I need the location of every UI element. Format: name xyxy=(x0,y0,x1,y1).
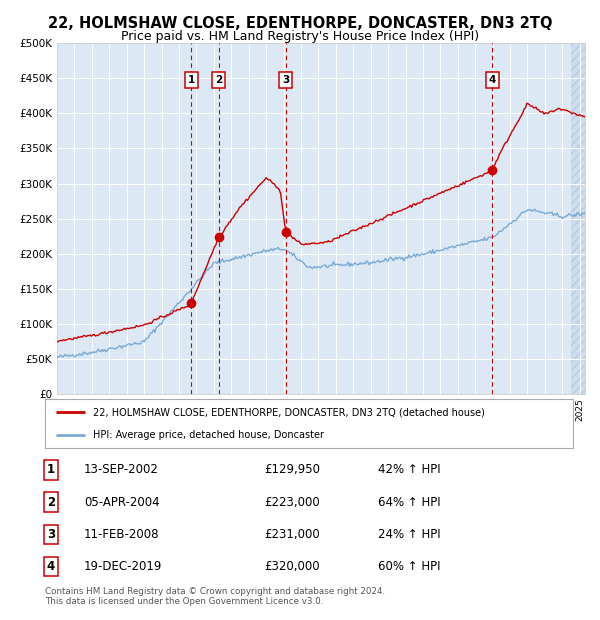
Text: £129,950: £129,950 xyxy=(264,464,320,476)
Text: £231,000: £231,000 xyxy=(264,528,320,541)
Text: 60% ↑ HPI: 60% ↑ HPI xyxy=(378,560,440,573)
Text: 22, HOLMSHAW CLOSE, EDENTHORPE, DONCASTER, DN3 2TQ (detached house): 22, HOLMSHAW CLOSE, EDENTHORPE, DONCASTE… xyxy=(92,407,484,417)
Text: HPI: Average price, detached house, Doncaster: HPI: Average price, detached house, Donc… xyxy=(92,430,323,440)
Text: Contains HM Land Registry data © Crown copyright and database right 2024.
This d: Contains HM Land Registry data © Crown c… xyxy=(45,587,385,606)
Text: 4: 4 xyxy=(488,75,496,85)
Text: 11-FEB-2008: 11-FEB-2008 xyxy=(84,528,160,541)
Text: £320,000: £320,000 xyxy=(264,560,320,573)
Text: Price paid vs. HM Land Registry's House Price Index (HPI): Price paid vs. HM Land Registry's House … xyxy=(121,30,479,43)
Bar xyxy=(571,43,594,394)
Text: 3: 3 xyxy=(282,75,289,85)
Text: 3: 3 xyxy=(47,528,55,541)
Text: 05-APR-2004: 05-APR-2004 xyxy=(84,496,160,508)
Text: 24% ↑ HPI: 24% ↑ HPI xyxy=(378,528,440,541)
Text: 13-SEP-2002: 13-SEP-2002 xyxy=(84,464,159,476)
Text: 19-DEC-2019: 19-DEC-2019 xyxy=(84,560,163,573)
Text: 2: 2 xyxy=(47,496,55,508)
Text: 42% ↑ HPI: 42% ↑ HPI xyxy=(378,464,440,476)
Text: 22, HOLMSHAW CLOSE, EDENTHORPE, DONCASTER, DN3 2TQ: 22, HOLMSHAW CLOSE, EDENTHORPE, DONCASTE… xyxy=(48,16,552,30)
Text: 64% ↑ HPI: 64% ↑ HPI xyxy=(378,496,440,508)
Text: 1: 1 xyxy=(188,75,195,85)
Text: 2: 2 xyxy=(215,75,222,85)
Text: £223,000: £223,000 xyxy=(264,496,320,508)
Text: 4: 4 xyxy=(47,560,55,573)
Text: 1: 1 xyxy=(47,464,55,476)
